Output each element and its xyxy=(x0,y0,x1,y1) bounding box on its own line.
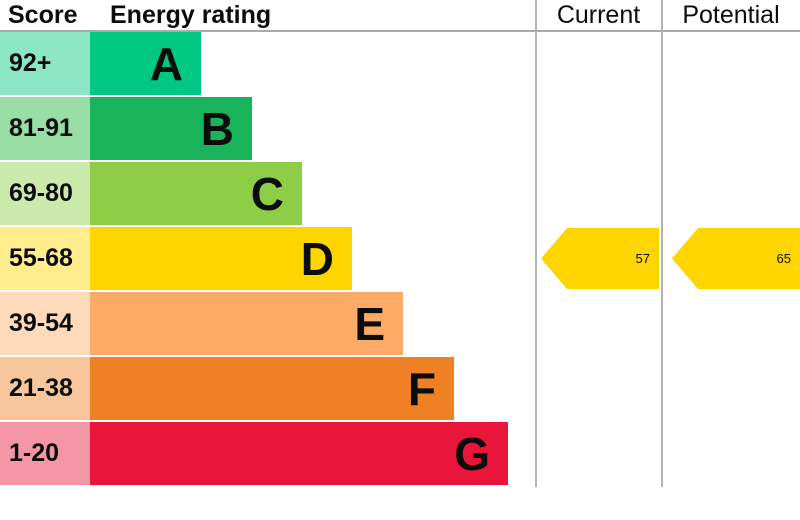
score-range-d: 55-68 xyxy=(0,227,90,290)
header-divider-line xyxy=(0,30,800,32)
band-row-f: 21-38 F xyxy=(0,357,535,420)
rating-letter-c: C xyxy=(250,167,284,220)
potential-column-divider xyxy=(661,0,663,487)
energy-rating-column-header: Energy rating xyxy=(110,1,272,29)
rating-letter-d: D xyxy=(300,232,334,285)
score-range-e: 39-54 xyxy=(0,292,90,355)
rating-bar-d: D xyxy=(90,227,352,290)
band-row-c: 69-80 C xyxy=(0,162,535,225)
score-range-g: 1-20 xyxy=(0,422,90,485)
rating-bar-g: G xyxy=(90,422,508,485)
rating-letter-f: F xyxy=(407,362,436,415)
rating-bar-b: B xyxy=(90,97,252,160)
potential-rating-value: 65 xyxy=(776,251,791,266)
current-rating-value: 57 xyxy=(635,251,650,266)
score-range-b: 81-91 xyxy=(0,97,90,160)
rating-bar-e: E xyxy=(90,292,403,355)
band-row-b: 81-91 B xyxy=(0,97,535,160)
rating-letter-e: E xyxy=(354,297,385,350)
score-range-f: 21-38 xyxy=(0,357,90,420)
band-row-d: 55-68 D xyxy=(0,227,535,290)
rating-bar-c: C xyxy=(90,162,302,225)
score-column-header: Score xyxy=(8,1,78,29)
current-column-divider xyxy=(535,0,537,487)
current-column-header: Current xyxy=(556,1,641,29)
rating-letter-a: A xyxy=(149,37,183,90)
rating-letter-b: B xyxy=(200,102,234,155)
score-range-c: 69-80 xyxy=(0,162,90,225)
score-range-a: 92+ xyxy=(0,32,90,95)
rating-letter-g: G xyxy=(454,427,490,480)
potential-rating-arrow: 65 xyxy=(672,228,800,289)
band-row-g: 1-20 G xyxy=(0,422,535,485)
band-row-a: 92+ A xyxy=(0,32,535,95)
current-rating-arrow: 57 xyxy=(541,228,659,289)
band-row-e: 39-54 E xyxy=(0,292,535,355)
rating-bar-f: F xyxy=(90,357,454,420)
rating-bar-a: A xyxy=(90,32,201,95)
potential-column-header: Potential xyxy=(682,1,780,29)
